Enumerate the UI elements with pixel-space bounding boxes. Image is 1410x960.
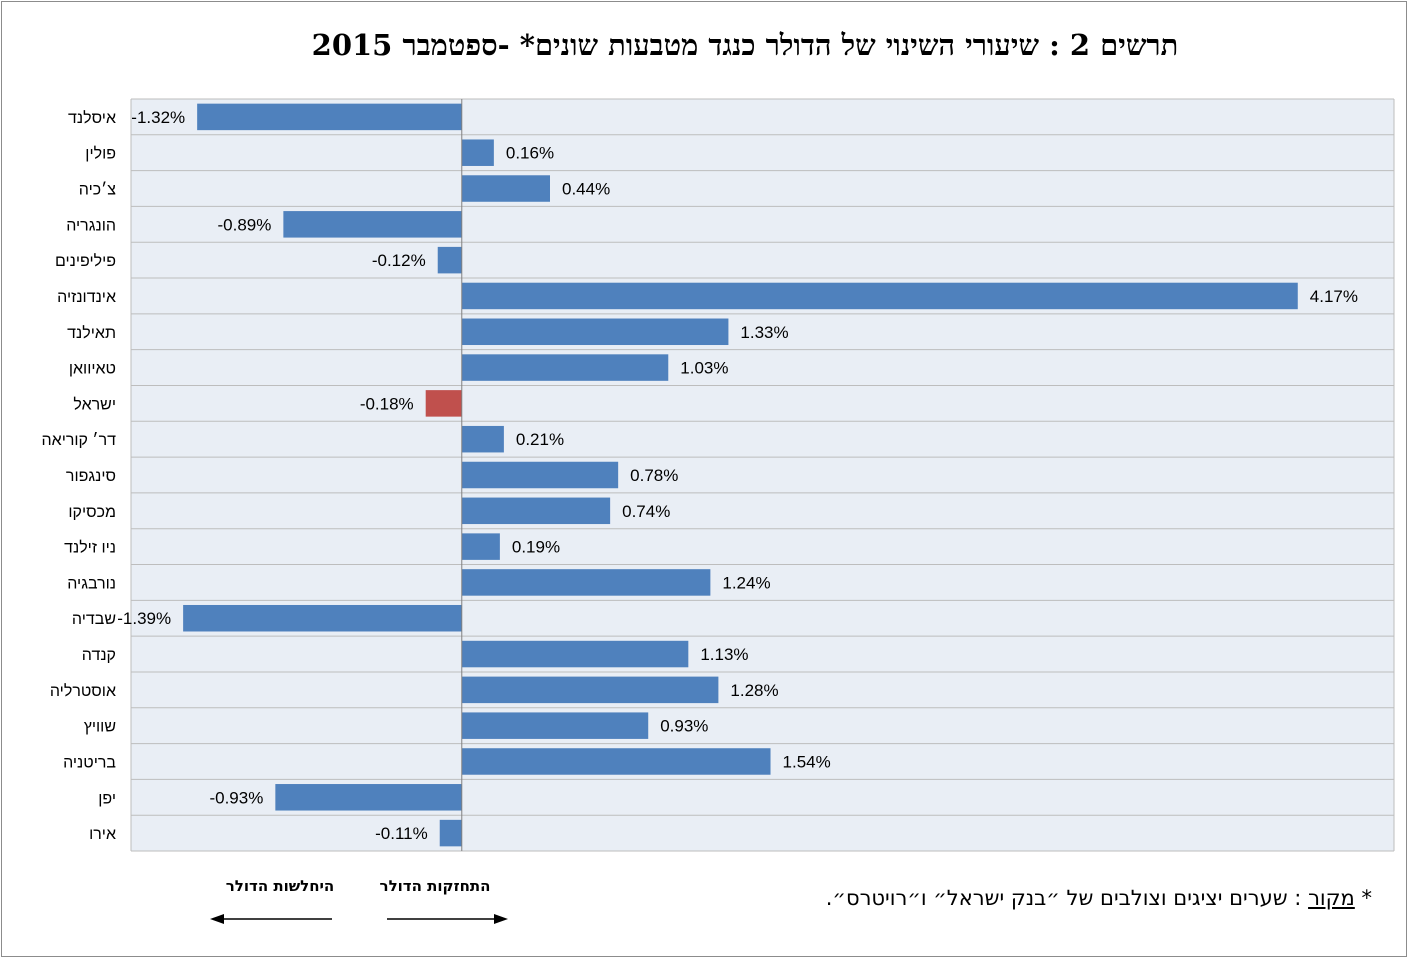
- category-label: טאיוואן: [69, 361, 116, 378]
- data-label: 1.03%: [680, 359, 728, 378]
- category-label: יפן: [98, 790, 116, 807]
- category-label: דר׳ קוריאה: [42, 432, 117, 449]
- bar: [461, 676, 719, 704]
- data-label: -0.11%: [375, 824, 428, 843]
- bar: [437, 246, 462, 274]
- data-label: -0.18%: [360, 394, 414, 413]
- category-label: קנדה: [82, 647, 116, 664]
- category-label: מכסיקו: [68, 504, 116, 521]
- data-label: 4.17%: [1310, 287, 1358, 306]
- category-label: שבדיה: [72, 611, 116, 628]
- data-label: 1.13%: [700, 645, 748, 664]
- category-label: נורבגיה: [67, 575, 116, 592]
- category-label: פיליפינים: [55, 252, 116, 270]
- data-label: 0.44%: [562, 180, 610, 199]
- data-label: -0.89%: [217, 215, 271, 234]
- data-label: 0.78%: [630, 466, 678, 485]
- data-label: 1.33%: [740, 323, 788, 342]
- source-text: : שערים יציגים וצולבים של ״בנק ישראל״ ו״…: [825, 886, 1302, 910]
- data-label: -0.12%: [372, 251, 426, 270]
- legend-weakening-label: היחלשות הדולר: [226, 877, 334, 895]
- category-label: ניו זילנד: [64, 539, 116, 557]
- bar: [461, 175, 550, 202]
- bar: [461, 461, 619, 489]
- bar: [461, 533, 500, 560]
- source-note: * מקור : שערים יציגים וצולבים של ״בנק יש…: [660, 886, 1372, 910]
- bar: [461, 425, 504, 453]
- data-label: 0.93%: [660, 717, 708, 736]
- legend-left-arrowhead: [210, 914, 224, 924]
- category-label: בריטניה: [63, 754, 116, 771]
- bar: [461, 139, 494, 166]
- bar: [461, 712, 649, 739]
- bar: [461, 640, 689, 668]
- bar: [275, 784, 462, 811]
- chart-title: תרשים 2 : שיעורי השינוי של הדולר כנגד מט…: [311, 28, 1179, 62]
- category-label: אירו: [89, 826, 116, 843]
- bar: [197, 103, 462, 131]
- category-label: סינגפור: [66, 468, 116, 485]
- category-label: ישראל: [73, 395, 116, 413]
- source-star: *: [1361, 886, 1373, 910]
- category-label: צ׳כיה: [79, 182, 117, 199]
- data-label: 1.28%: [730, 681, 778, 700]
- category-label: איסלנד: [68, 109, 116, 127]
- bar: [425, 390, 462, 417]
- category-label: שוויץ: [84, 719, 116, 736]
- bar: [461, 569, 711, 596]
- source-label: מקור: [1308, 886, 1355, 910]
- bar: [461, 497, 611, 525]
- category-label: אינדונזיה: [57, 289, 116, 306]
- bar: [439, 819, 462, 847]
- category-label: פולין: [85, 145, 116, 163]
- bar: [461, 318, 729, 346]
- category-label: אוסטרליה: [50, 682, 116, 700]
- bar: [461, 354, 669, 381]
- data-label: 1.24%: [722, 573, 770, 592]
- bar: [461, 282, 1298, 310]
- bar: [183, 604, 462, 632]
- bar: [283, 211, 462, 238]
- data-label: 0.21%: [516, 430, 564, 449]
- legend-right-arrowhead: [494, 914, 508, 924]
- data-label: -1.39%: [117, 609, 171, 628]
- bar: [461, 748, 771, 775]
- data-label: 1.54%: [783, 752, 831, 771]
- data-label: 0.19%: [512, 538, 560, 557]
- data-label: 0.16%: [506, 144, 554, 163]
- data-label: 0.74%: [622, 502, 670, 521]
- category-label: הונגריה: [66, 217, 116, 234]
- data-label: -1.32%: [131, 108, 185, 127]
- category-label: תאילנד: [67, 324, 116, 342]
- legend-strengthening-label: התחזקות הדולר: [380, 877, 491, 895]
- data-label: -0.93%: [209, 788, 263, 807]
